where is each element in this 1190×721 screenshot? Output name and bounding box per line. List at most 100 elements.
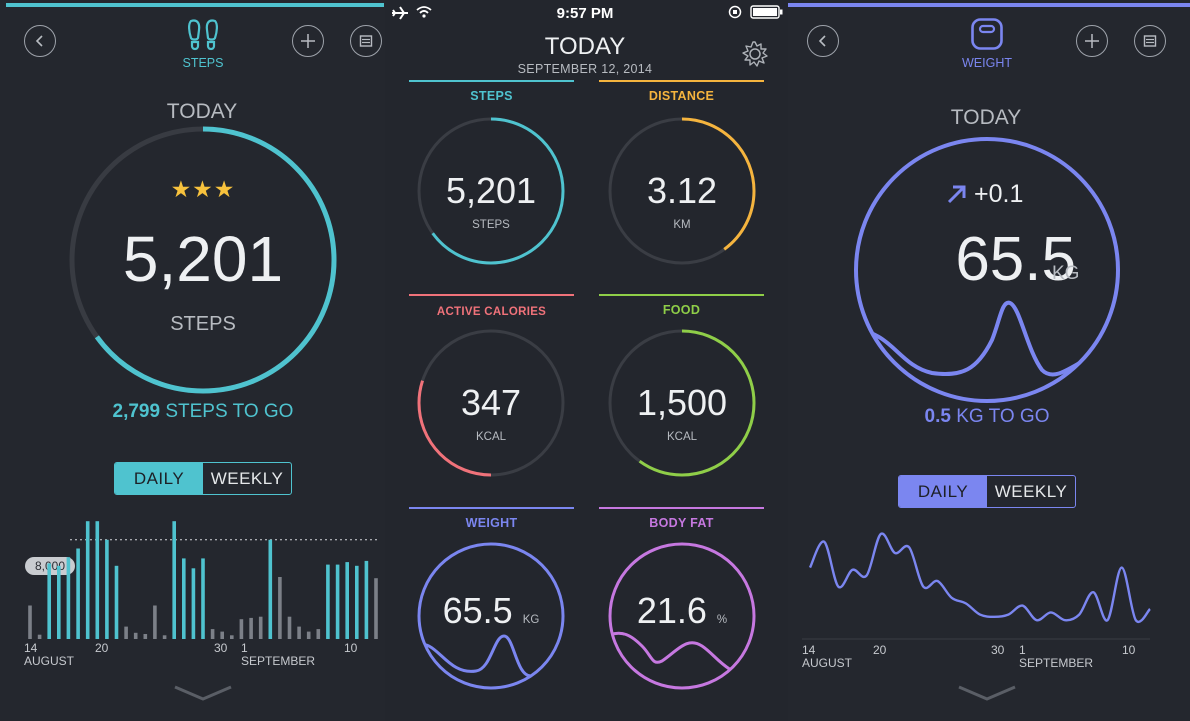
chevron-down-icon[interactable] (173, 684, 233, 702)
step-bar[interactable] (57, 565, 61, 639)
plus-icon (1085, 34, 1099, 48)
tile-distance-unit: KM (673, 219, 691, 231)
axis-label-10: 10 (1122, 643, 1136, 657)
step-bar[interactable] (210, 629, 215, 639)
step-bar[interactable] (47, 563, 51, 639)
step-bar[interactable] (162, 635, 167, 639)
tile-calories-value: 347 (460, 382, 522, 423)
tile-distance-ring-progress (608, 117, 756, 265)
weekly-tab[interactable]: WEEKLY (210, 468, 284, 488)
axis-month-september: SEPTEMBER (241, 654, 315, 668)
weight-series-line (808, 532, 1151, 623)
step-bar[interactable] (278, 577, 282, 639)
step-bar[interactable] (345, 562, 349, 639)
tile-bodyfat-ring (608, 542, 756, 690)
step-bar[interactable] (258, 616, 263, 639)
tile-calories-unit: KCAL (475, 431, 507, 443)
step-bar[interactable] (335, 564, 340, 639)
step-bar[interactable] (76, 548, 80, 640)
weight-panel: WEIGHT TODAY +0.1 65.5 KG 0.5 KG TO GO D… (788, 0, 1190, 721)
step-bar[interactable] (172, 521, 176, 639)
axis-month-august: AUGUST (802, 656, 853, 670)
step-bar[interactable] (316, 629, 321, 639)
tile-steps-line (409, 80, 574, 82)
step-bar[interactable] (153, 605, 157, 640)
step-bar[interactable] (249, 617, 253, 639)
step-bar[interactable] (268, 539, 273, 639)
battery-icon (750, 5, 783, 19)
weight-ring-trend (856, 300, 1118, 377)
back-button[interactable] (807, 25, 839, 57)
wifi-icon (416, 6, 432, 18)
step-bar[interactable] (95, 521, 100, 639)
axis-label-1: 1 (241, 641, 248, 655)
status-time: 9:57 PM (556, 5, 614, 22)
step-bar[interactable] (105, 539, 109, 639)
tile-food-value: 1,500 (636, 382, 728, 423)
daily-tab[interactable]: DAILY (115, 463, 203, 494)
tile-calories-ring-progress (417, 329, 565, 477)
tile-distance-line (599, 80, 764, 82)
axis-label-14: 14 (24, 641, 38, 655)
step-bar[interactable] (143, 634, 148, 639)
list-button[interactable] (1134, 25, 1166, 57)
step-bar[interactable] (37, 634, 42, 639)
steps-title: STEPS (182, 56, 224, 70)
axis-label-30: 30 (214, 641, 228, 655)
add-button[interactable] (1076, 25, 1108, 57)
steps-panel: STEPS TODAY ★★★ 5,201 STEPS 2,799 STEPS … (0, 0, 385, 721)
axis-month-august: AUGUST (24, 654, 75, 668)
weight-to-go: 0.5 KG TO GO (837, 406, 1137, 428)
step-bar[interactable] (124, 626, 128, 639)
step-bar[interactable] (201, 558, 205, 639)
step-bar[interactable] (85, 521, 90, 639)
back-button[interactable] (24, 25, 56, 57)
chevron-down-icon[interactable] (957, 684, 1017, 702)
step-bar[interactable] (297, 626, 301, 639)
axis-month-september: SEPTEMBER (1019, 656, 1093, 670)
step-bar[interactable] (28, 605, 32, 640)
chevron-left-icon (35, 35, 43, 47)
airplane-icon (392, 6, 408, 20)
tile-weight-trend (419, 634, 563, 678)
step-bar[interactable] (230, 635, 234, 639)
step-bar[interactable] (66, 557, 71, 639)
step-bar[interactable] (306, 631, 311, 639)
tile-bodyfat-trend (610, 631, 754, 683)
step-bar[interactable] (326, 564, 330, 639)
daily-tab[interactable]: DAILY (899, 476, 987, 507)
axis-label-1: 1 (1019, 643, 1026, 657)
step-bar[interactable] (191, 568, 196, 639)
today-label: TODAY (166, 100, 238, 123)
weight-unit: KG (1052, 263, 1080, 284)
step-bar[interactable] (220, 631, 224, 639)
axis-label-30: 30 (991, 643, 1005, 657)
tile-weight-value: 65.5 (442, 590, 513, 631)
add-button[interactable] (292, 25, 324, 57)
step-bar[interactable] (182, 558, 186, 639)
list-button[interactable] (350, 25, 382, 57)
today-label: TODAY (950, 106, 1022, 129)
weight-period-toggle: DAILY WEEKLY (898, 475, 1076, 508)
step-bar[interactable] (239, 619, 244, 639)
step-bar[interactable] (355, 565, 359, 639)
weekly-tab[interactable]: WEEKLY (994, 481, 1068, 501)
axis-label-20: 20 (873, 643, 887, 657)
tile-calories-ring (417, 329, 565, 477)
weight-change: +0.1 (974, 180, 1024, 208)
steps-period-toggle: DAILY WEEKLY (114, 462, 292, 495)
steps-value: 5,201 (122, 223, 284, 295)
tile-weight-value-wrap: 65.5 KG (416, 590, 566, 632)
step-bar[interactable] (133, 632, 138, 639)
gear-icon[interactable] (741, 40, 769, 68)
step-bar[interactable] (364, 560, 369, 639)
step-bar[interactable] (374, 578, 378, 639)
chevron-left-icon (818, 35, 826, 47)
weight-line-chart: 14 20 30 1 10 AUGUST SEPTEMBER (802, 532, 1151, 670)
steps-to-go-label: STEPS TO GO (165, 401, 294, 422)
axis-label-10: 10 (344, 641, 358, 655)
tile-steps-unit: STEPS (472, 219, 510, 231)
orientation-lock-icon (728, 5, 742, 19)
step-bar[interactable] (114, 565, 119, 639)
step-bar[interactable] (287, 616, 292, 639)
